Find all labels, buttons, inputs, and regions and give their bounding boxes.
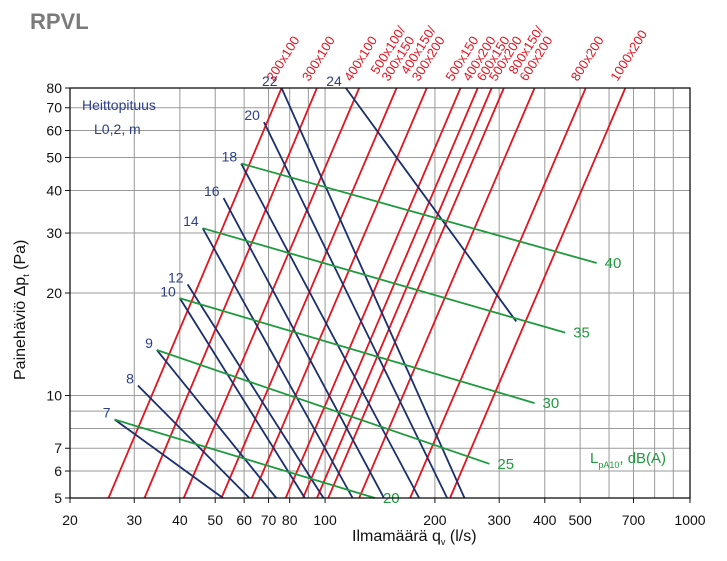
x-tick-label: 80 [282,512,298,528]
size-line [220,87,398,499]
size-line [449,87,627,499]
throw-label: 20 [244,107,260,123]
sound-legend-symbol: L [590,450,598,467]
x-axis-label-unit: (l/s) [445,528,476,545]
sound-legend-subscript: pA10 [598,460,619,470]
throw-line [179,297,306,499]
x-axis-label-subscript: v [441,537,446,547]
throw-line [186,283,325,499]
throw-label: 14 [183,213,199,229]
throw-line [240,163,420,499]
size-line [143,87,318,499]
size-line [302,87,479,499]
throw-label: 12 [168,269,184,285]
x-tick-label: 1000 [674,512,705,528]
throw-label: 7 [103,405,111,421]
y-tick-label: 5 [54,490,62,506]
throw-lines [114,87,517,499]
y-axis-label-main: Painehäviö Δp [12,277,29,380]
throw-label: 9 [145,335,153,351]
sound-lines [114,162,597,499]
size-label: 1000x200 [607,27,650,83]
throw-line [263,121,448,499]
x-tick-label: 400 [533,512,557,528]
sound-label: 40 [605,255,622,272]
throw-line [280,87,466,499]
sound-line [114,418,376,499]
sound-line [156,349,490,465]
throw-line [222,197,385,499]
size-line [316,87,493,499]
size-line [107,87,283,499]
throw-line [345,87,517,322]
y-tick-label: 80 [46,80,62,96]
x-tick-label: 500 [568,512,592,528]
y-tick-label: 40 [46,183,62,199]
sound-label: 25 [497,456,514,473]
sound-legend-unit: , dB(A) [619,450,666,467]
plot-frame [69,87,691,499]
size-label: 800x200 [568,33,607,83]
x-tick-label: 70 [261,512,277,528]
y-tick-label: 70 [46,100,62,116]
y-tick-label: 7 [54,440,62,456]
throw-label: 10 [160,283,176,299]
x-tick-label: 100 [313,512,337,528]
y-axis-label: Painehäviö Δpt (Pa) [12,240,31,380]
axes: 20 30 40 50 60 70 80 100 200 300 400 500 700 1000 5 6 7 1… [46,80,705,528]
throw-label: 22 [262,73,278,89]
throw-legend-title-line1: Heittopituus [82,97,156,113]
throw-label: 16 [204,183,220,199]
y-tick-label: 20 [46,285,62,301]
throw-line [137,384,250,499]
size-line [409,87,587,499]
sound-label: 30 [543,395,560,412]
y-axis-label-unit: (Pa) [12,240,29,275]
x-tick-label: 200 [423,512,447,528]
throw-label: 24 [326,73,342,89]
x-axis-label-main: Ilmamäärä q [352,528,441,545]
throw-line [114,418,224,499]
sound-legend-title: LpA10, dB(A) [590,450,666,470]
x-axis-label: Ilmamäärä qv (l/s) [352,528,477,547]
throw-line [201,227,354,499]
y-tick-label: 50 [46,150,62,166]
sound-line [202,227,566,334]
y-tick-label: 30 [46,225,62,241]
throw-label: 8 [126,370,134,386]
throw-label: 18 [222,149,238,165]
x-tick-label: 40 [172,512,188,528]
y-tick-label: 6 [54,463,62,479]
sound-line [240,162,597,264]
y-axis-label-group: Painehäviö Δpt (Pa) [12,240,31,380]
x-tick-label: 60 [236,512,252,528]
size-line [182,87,360,499]
size-label-text: 800x200 [568,33,607,83]
y-tick-label: 10 [46,388,62,404]
x-tick-label: 700 [622,512,646,528]
x-tick-label: 50 [207,512,223,528]
y-axis-label-subscript: t [21,274,31,277]
chart-title: RPVL [30,9,89,34]
x-tick-label: 30 [126,512,142,528]
size-label-text: 1000x200 [607,27,650,83]
throw-line [156,349,277,499]
sound-line [179,297,535,404]
throw-legend-title-line2: L0,2, m [94,121,141,137]
size-line [327,87,505,499]
x-tick-label: 300 [488,512,512,528]
sound-label: 35 [573,325,590,342]
y-tick-label: 60 [46,123,62,139]
x-tick-label: 20 [62,512,78,528]
